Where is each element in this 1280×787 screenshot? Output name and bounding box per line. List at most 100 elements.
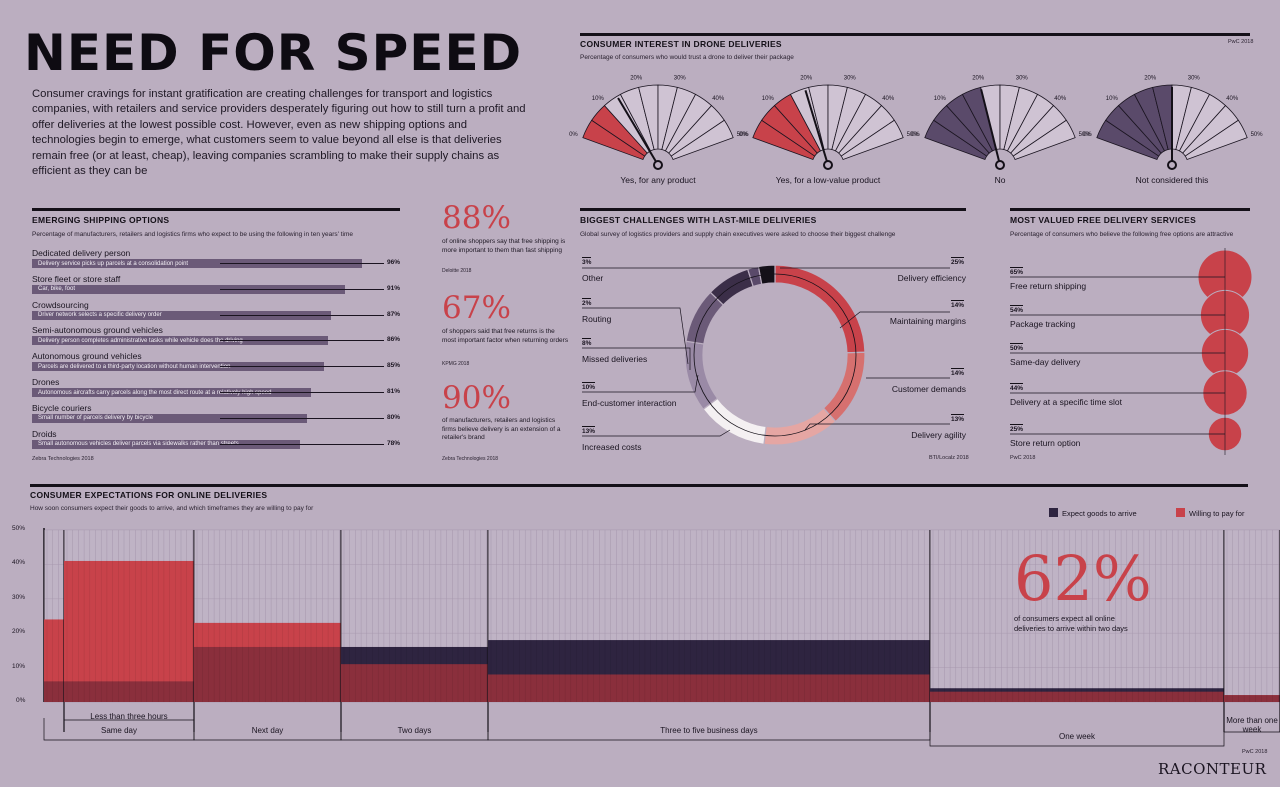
free-2-label: Same-day delivery	[1010, 357, 1081, 367]
expect-heading: CONSUMER EXPECTATIONS FOR ONLINE DELIVER…	[30, 490, 268, 500]
expect-group-4	[488, 530, 931, 732]
stat-88-value: 88%	[442, 200, 511, 236]
y-tick-label: 10%	[12, 662, 26, 670]
gauge-tick-label: 20%	[630, 76, 643, 82]
stat-90-text: of manufacturers, retailers and logistic…	[442, 417, 561, 441]
shipping-row-7: Droids Small autonomous vehicles deliver …	[32, 429, 402, 455]
free-4-value: 25%	[1010, 424, 1024, 433]
gauge-tick-label: 10%	[1106, 96, 1119, 102]
free-1-value: 54%	[1010, 305, 1024, 314]
challenge-leader	[582, 307, 689, 365]
shipping-row-1: Store fleet or store staff Car, bike, foo…	[32, 274, 402, 300]
shipping-row-1-value: 91%	[386, 284, 400, 292]
gauge-tick-label: 50%	[1251, 132, 1264, 138]
drone-gauges-chart: 0%10%20% 30%40%50%0%10%20% 30%40%50%0%10%2…	[569, 76, 1264, 170]
donut-inner-ring	[693, 273, 857, 437]
free-subtitle: Percentage of consumers who believe the …	[1010, 231, 1234, 238]
legend-pay-label: Willing to pay for	[1189, 509, 1245, 518]
shipping-row-3-label: Semi-autonomous ground vehicles	[32, 325, 163, 336]
intro-paragraph: Consumer cravings for instant gratificat…	[32, 88, 526, 178]
expect-source: PwC 2018	[1242, 749, 1268, 755]
legend-expect-swatch	[1049, 508, 1058, 517]
shipping-heading: EMERGING SHIPPING OPTIONS	[32, 215, 170, 225]
shipping-row-6-value: 80%	[386, 413, 400, 421]
stat-67-source: KPMG 2018	[442, 361, 470, 367]
gauge-tick-label: 30%	[674, 76, 687, 82]
gauge-0-needle	[617, 97, 659, 166]
gauge-1-hub	[823, 160, 833, 170]
shipping-row-5-leader	[220, 392, 384, 393]
shipping-row-1-label: Store fleet or store staff	[32, 273, 121, 284]
free-0-value: 65%	[1010, 267, 1024, 276]
challenge-3-value: 13%	[951, 414, 965, 423]
segment-label-3: Two days	[397, 726, 432, 735]
gauge-1-segment	[840, 119, 904, 161]
y-tick-label: 40%	[12, 559, 26, 567]
shipping-row-5-label: Drones	[32, 377, 60, 387]
gauge-2-hub	[995, 160, 1005, 170]
stat-88-text: of online shoppers say that free shippin…	[442, 238, 566, 254]
challenge-2-value: 14%	[951, 368, 965, 377]
expect-bar-pay-3	[341, 664, 488, 702]
legend-expect-label: Expect goods to arrive	[1062, 509, 1137, 518]
shipping-row-6-desc: Small number of parcels delivery by bicy…	[38, 415, 154, 422]
segment-bracket	[63, 704, 195, 721]
expect-bar-pay-5	[930, 691, 1224, 702]
free-heading: MOST VALUED FREE DELIVERY SERVICES	[1010, 215, 1197, 225]
expect-bar-pay-0	[44, 619, 64, 702]
challenge-0-label: Delivery efficiency	[897, 273, 966, 283]
gauge-tick-label: 10%	[592, 96, 605, 102]
free-4-label: Store return option	[1010, 438, 1081, 448]
shipping-row-7-value: 78%	[386, 439, 400, 447]
shipping-row-7-label: Droids	[32, 428, 57, 439]
shipping-row-0-value: 96%	[386, 259, 400, 266]
challenge-1-label: Maintaining margins	[889, 316, 966, 326]
shipping-row-2-desc: Driver network selects a specific delive…	[38, 312, 162, 319]
stat-90-source: Zebra Technologies 2018	[442, 456, 499, 462]
expect-group-3	[341, 530, 489, 732]
expect-bar-pay-1	[64, 560, 194, 702]
challenges-donut-chart	[582, 264, 950, 446]
gauge-tick-label: 50%	[737, 132, 750, 138]
expect-group-0	[44, 530, 65, 732]
expect-bar-pay-4	[488, 674, 930, 702]
segment-label-6: More than one week	[1226, 716, 1278, 734]
y-tick-label: 30%	[12, 593, 26, 601]
shipping-row-2-value: 87%	[386, 310, 400, 318]
gauge-tick-label: 40%	[882, 96, 895, 102]
gauge-tick-label: 40%	[712, 96, 725, 102]
challenges-heading: BIGGEST CHALLENGES WITH LAST-MILE DELIVE…	[580, 215, 817, 225]
gauge-tick-label: 20%	[800, 76, 813, 82]
shipping-row-5-value: 81%	[386, 388, 400, 395]
y-tick-label: 50%	[12, 525, 26, 532]
expect-subtitle: How soon consumers expect their goods to…	[30, 505, 314, 512]
gauge-2-needle	[980, 89, 1001, 166]
free-rule	[1010, 208, 1250, 211]
challenge-7-value: 2%	[582, 298, 592, 307]
gauge-1-needle	[804, 90, 829, 166]
expect-bar-expect-1	[64, 681, 194, 702]
gauge-3-segment	[1184, 119, 1248, 161]
gauge-2-label: No	[994, 175, 1006, 185]
shipping-row-5-desc: Autonomous aircrafts carry parcels along…	[38, 389, 272, 396]
shipping-row-3-bar	[32, 336, 328, 346]
challenge-leader	[582, 374, 699, 393]
shipping-row-4-label: Autonomous ground vehicles	[32, 351, 142, 362]
shipping-subtitle: Percentage of manufacturers, retailers a…	[32, 231, 353, 238]
expect-bar-expect-6	[1224, 695, 1280, 702]
gauge-3: 0% 10% 20% 30% 40% 50%	[1083, 76, 1264, 170]
gauge-3-label: Not considered this	[1135, 175, 1209, 185]
gauge-3-hub	[1167, 160, 1177, 170]
gauge-1-label: Yes, for a low-value product	[775, 175, 881, 185]
challenge-leader	[839, 311, 950, 329]
challenges-source: BTI/Localz 2018	[929, 455, 969, 461]
stat-62-value: 62%	[1014, 542, 1152, 615]
shipping-row-7-bar	[32, 439, 301, 449]
expect-rule	[30, 484, 1248, 487]
expect-group-2	[194, 530, 342, 732]
segment-label-4: Three to five business days	[660, 726, 758, 735]
segment-label-2: Next day	[251, 726, 284, 735]
gauge-tick-label: 50%	[1079, 132, 1092, 138]
gauge-tick-label: 0%	[569, 132, 578, 138]
shipping-source: Zebra Technologies 2018	[32, 456, 94, 462]
